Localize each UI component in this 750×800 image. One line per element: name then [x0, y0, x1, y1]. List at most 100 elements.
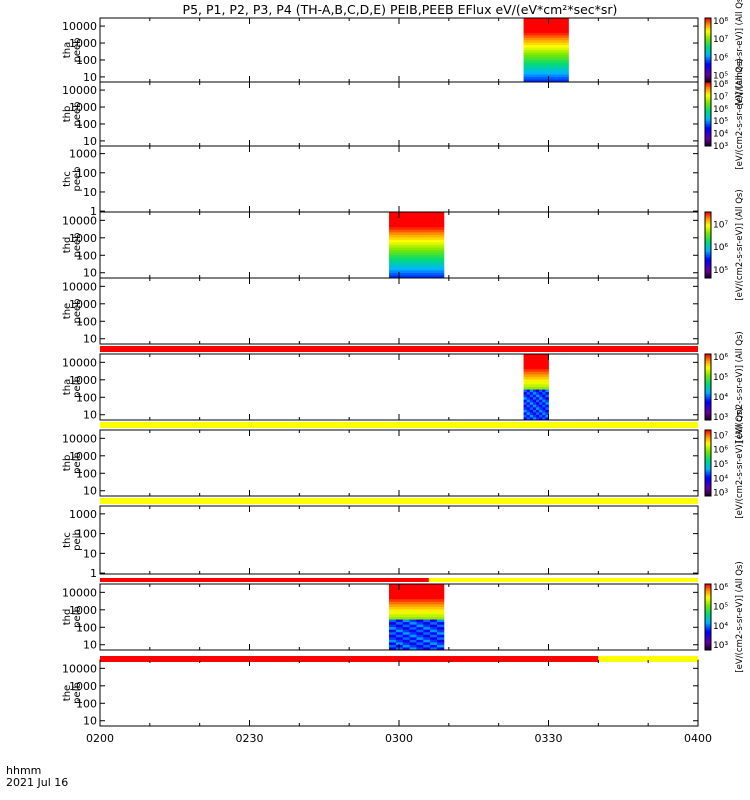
spectrogram-cell — [395, 644, 404, 648]
colorbar-cell — [705, 443, 711, 446]
spectrogram-cell — [529, 402, 534, 406]
panel-thb-peib: 10 100 1000 10000 thb peib 10³ 10⁴ 10⁵ 10⁶ 10⁷ [eV/… — [62, 407, 745, 518]
colorbar-cell — [705, 56, 711, 59]
colorbar-cell — [705, 467, 711, 470]
colorbar-cell — [705, 245, 711, 248]
panel-the-peeb: 10 100 1000 10000 the peeb — [62, 277, 699, 346]
y-tick-label: 1000 — [69, 101, 97, 114]
spectrogram-cell — [423, 647, 431, 651]
spectrogram-cell — [395, 639, 404, 643]
spectrogram-cell — [536, 407, 540, 411]
spectrogram-cell — [526, 394, 531, 398]
colorbar-cell — [705, 24, 711, 27]
colorbar-cell — [705, 117, 711, 120]
spectrogram-cell — [523, 45, 569, 48]
spectrogram-cell — [389, 599, 445, 603]
spectrogram-cell — [423, 639, 431, 643]
colorbar-cell — [705, 263, 711, 266]
spectrogram-cell — [526, 417, 531, 421]
spectrogram-cell — [523, 59, 569, 63]
spectrogram-cell — [539, 399, 543, 403]
colorbar-cell — [705, 98, 711, 100]
spectrogram-cell — [416, 632, 424, 636]
colorbar-cell — [705, 595, 711, 598]
spectrogram-cell — [437, 634, 445, 638]
colorbar-cell — [705, 388, 711, 391]
colorbar-tick-label: 10⁷ — [713, 35, 728, 45]
x-tick-label: 0200 — [86, 732, 114, 745]
colorbar-unit-label: [eV/(cm2-s-sr-eV)] (All Qs) — [735, 0, 745, 106]
colorbar-cell — [705, 592, 711, 595]
colorbar-cell — [705, 458, 711, 461]
colorbar-cell — [705, 358, 711, 361]
spectrogram-cell — [523, 69, 569, 73]
colorbar-cell — [705, 32, 711, 35]
colorbar-cell — [705, 251, 711, 254]
spectrogram-cell — [523, 27, 569, 31]
time-label: hhmm — [6, 764, 41, 777]
colorbar-tick-label: 10⁶ — [713, 53, 728, 63]
spectrogram-cell — [532, 394, 537, 398]
colorbar-cell — [705, 78, 711, 81]
spectrogram-thd-peeb — [389, 212, 445, 279]
colorbar-cell — [705, 446, 711, 449]
spectrogram-cell — [539, 404, 543, 408]
colorbar-cell — [705, 258, 711, 261]
colorbar-cell — [705, 88, 711, 91]
colorbar-cell — [705, 246, 711, 249]
colorbar-cell — [705, 85, 711, 88]
colorbar-cell — [705, 362, 711, 365]
colorbar-cell — [705, 38, 711, 41]
y-tick-label: 10 — [83, 485, 97, 498]
spectrogram-cell — [389, 639, 397, 643]
spectrogram-cell — [545, 409, 549, 413]
spectrogram-cell — [430, 642, 438, 646]
colorbar-cell — [705, 593, 711, 596]
spectrogram-cell — [542, 404, 546, 408]
status-bar-yellow — [100, 498, 698, 504]
spectrogram-cell — [542, 392, 546, 396]
spectrogram-cell — [437, 624, 445, 628]
colorbar-cell — [705, 130, 711, 132]
colorbar-cell — [705, 248, 711, 251]
spectrogram-cell — [536, 412, 540, 416]
colorbar-cell — [705, 96, 711, 99]
colorbar-cell — [705, 18, 711, 20]
spectrogram-cell — [389, 627, 397, 631]
panel-frame — [99, 277, 699, 345]
spectrogram-cell — [416, 619, 424, 623]
spectrogram-cell — [416, 637, 424, 641]
x-tick-label: 0300 — [385, 732, 413, 745]
colorbar-cell — [705, 223, 711, 226]
spectrogram-cell — [536, 402, 540, 406]
colorbar-cell — [705, 240, 711, 243]
spectrogram-cell — [389, 252, 445, 256]
colorbar-cell — [705, 102, 711, 105]
spectrogram-cell — [532, 402, 537, 406]
colorbar-cell — [705, 444, 711, 447]
colorbar-tick-label: 10⁸ — [713, 80, 728, 90]
colorbar-cell — [705, 273, 711, 276]
colorbar-cell — [705, 357, 711, 360]
colorbar-cell — [705, 410, 711, 413]
spectrogram-cell — [389, 622, 397, 626]
spectrogram-cell — [416, 627, 424, 631]
spectrogram-cell — [402, 619, 410, 623]
colorbar-cell — [705, 66, 711, 68]
panel-thd-peeb: 10 100 1000 10000 thd peeb 10⁵ 10⁶ 10⁷ [eV/(cm2-s… — [62, 189, 745, 300]
colorbar-cell — [705, 461, 711, 464]
spectrogram-cell — [409, 637, 417, 641]
colorbar-tick-label: 10⁴ — [713, 129, 728, 139]
spectrogram-cell — [430, 639, 438, 643]
y-tick-label: 10000 — [62, 356, 97, 369]
spectrogram-cell — [532, 412, 537, 416]
spectrogram-cell — [542, 389, 546, 393]
colorbar-tick-label: 10³ — [713, 489, 728, 499]
colorbar-tick-label: 10⁴ — [713, 393, 728, 403]
spectrogram-cell — [389, 609, 445, 613]
spectrogram-cell — [416, 642, 424, 646]
spectrogram-cell — [389, 260, 445, 264]
y-tick-label: 10 — [83, 547, 97, 560]
spectrogram-cell — [389, 224, 445, 228]
